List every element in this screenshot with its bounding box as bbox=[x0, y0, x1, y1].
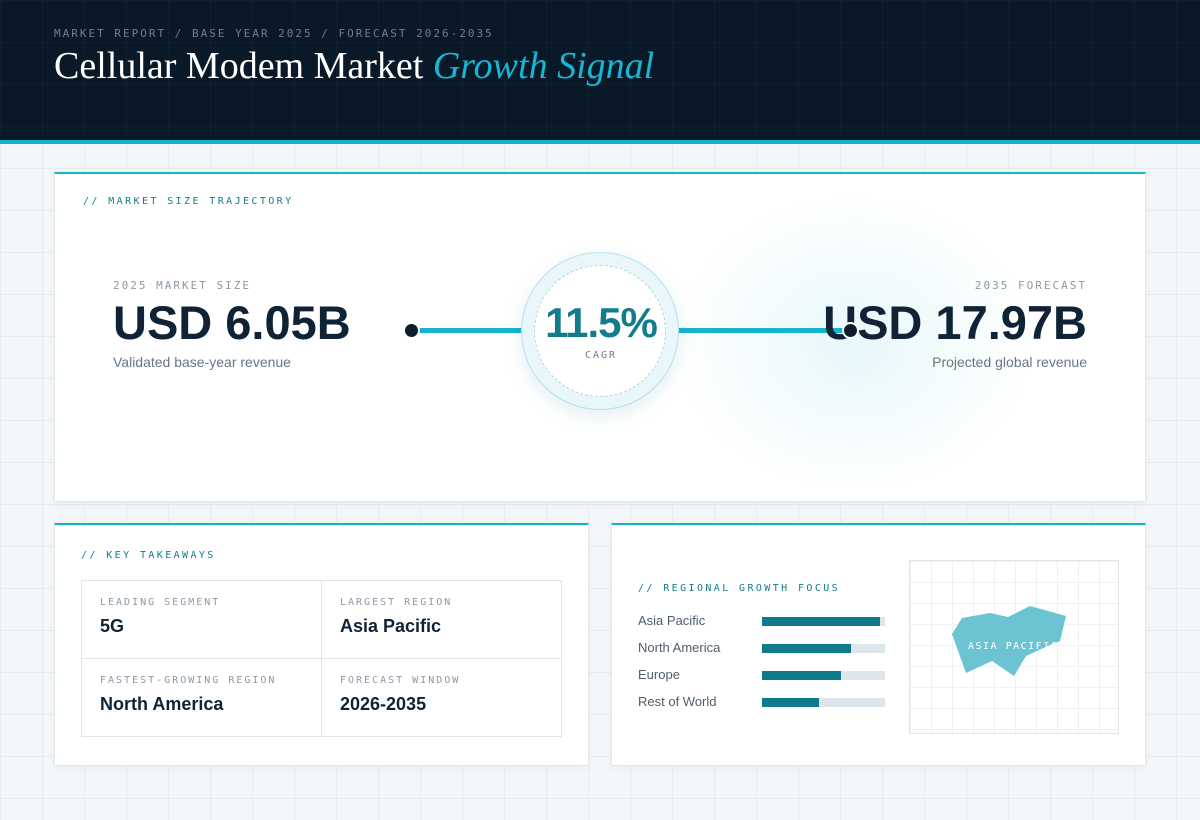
region-bar-track bbox=[762, 698, 885, 707]
asia-pacific-shape bbox=[952, 606, 1066, 676]
end-caption: 2035 FORECAST bbox=[974, 279, 1087, 292]
page-title-main: Cellular Modem Market bbox=[54, 45, 424, 87]
start-caption: 2025 MARKET SIZE bbox=[113, 279, 251, 292]
cagr-label: CAGR bbox=[584, 350, 618, 361]
end-value: USD 17.97B bbox=[823, 296, 1087, 349]
region-bar-track bbox=[762, 671, 885, 680]
region-row-north-america: North America bbox=[638, 640, 888, 656]
asia-pacific-map-icon bbox=[952, 606, 1066, 676]
section-label-regions: // REGIONAL GROWTH FOCUS bbox=[638, 583, 841, 594]
takeaways-grid: LEADING SEGMENT 5G LARGEST REGION Asia P… bbox=[81, 580, 562, 737]
region-name: Europe bbox=[638, 667, 680, 682]
page-title: Cellular Modem Market Growth Signal bbox=[54, 44, 654, 88]
page-title-accent: Growth Signal bbox=[432, 45, 655, 87]
cagr-value: 11.5% bbox=[545, 299, 658, 346]
takeaway-fastest-growing-region: FASTEST-GROWING REGION North America bbox=[82, 659, 322, 737]
takeaway-label: LARGEST REGION bbox=[340, 597, 453, 608]
regional-growth-card: // REGIONAL GROWTH FOCUS Asia Pacific No… bbox=[611, 523, 1146, 766]
takeaway-label: LEADING SEGMENT bbox=[100, 597, 221, 608]
region-name: North America bbox=[638, 640, 721, 655]
cagr-inner-circle: 11.5% CAGR bbox=[534, 265, 666, 397]
region-bar-fill bbox=[762, 671, 841, 680]
takeaway-value: North America bbox=[100, 694, 224, 714]
takeaway-value: 2026-2035 bbox=[340, 694, 427, 714]
key-takeaways-card: // KEY TAKEAWAYS LEADING SEGMENT 5G LARG… bbox=[54, 523, 589, 766]
section-label-trajectory: // MARKET SIZE TRAJECTORY bbox=[83, 196, 294, 207]
takeaway-label: FORECAST WINDOW bbox=[340, 675, 461, 686]
cagr-badge: 11.5% CAGR bbox=[521, 252, 679, 410]
start-value: USD 6.05B bbox=[113, 296, 351, 349]
page-header: MARKET REPORT / BASE YEAR 2025 / FORECAS… bbox=[0, 0, 1200, 144]
background-glow bbox=[675, 194, 1035, 494]
region-bar-track bbox=[762, 644, 885, 653]
region-bar-track bbox=[762, 617, 885, 626]
map-label: ASIA PACIFIC bbox=[968, 641, 1059, 652]
region-bar-fill bbox=[762, 698, 819, 707]
takeaway-value: Asia Pacific bbox=[340, 616, 442, 636]
takeaway-largest-region: LARGEST REGION Asia Pacific bbox=[322, 581, 562, 659]
takeaway-forecast-window: FORECAST WINDOW 2026-2035 bbox=[322, 659, 562, 737]
region-map: ASIA PACIFIC bbox=[909, 560, 1119, 734]
region-bar-fill bbox=[762, 644, 851, 653]
breadcrumb: MARKET REPORT / BASE YEAR 2025 / FORECAS… bbox=[54, 27, 494, 40]
region-name: Asia Pacific bbox=[638, 613, 706, 628]
region-row-rest-of-world: Rest of World bbox=[638, 694, 888, 710]
region-row-europe: Europe bbox=[638, 667, 888, 683]
end-subtitle: Projected global revenue bbox=[932, 354, 1087, 370]
region-row-asia-pacific: Asia Pacific bbox=[638, 613, 888, 629]
end-dot bbox=[842, 322, 859, 339]
takeaway-label: FASTEST-GROWING REGION bbox=[100, 675, 277, 686]
region-name: Rest of World bbox=[638, 694, 717, 709]
market-size-trajectory-card: // MARKET SIZE TRAJECTORY 2025 MARKET SI… bbox=[54, 172, 1146, 502]
start-subtitle: Validated base-year revenue bbox=[113, 354, 291, 370]
takeaway-leading-segment: LEADING SEGMENT 5G bbox=[82, 581, 322, 659]
region-bar-fill bbox=[762, 617, 881, 626]
start-dot bbox=[403, 322, 420, 339]
takeaway-value: 5G bbox=[100, 616, 125, 636]
section-label-takeaways: // KEY TAKEAWAYS bbox=[81, 550, 216, 561]
